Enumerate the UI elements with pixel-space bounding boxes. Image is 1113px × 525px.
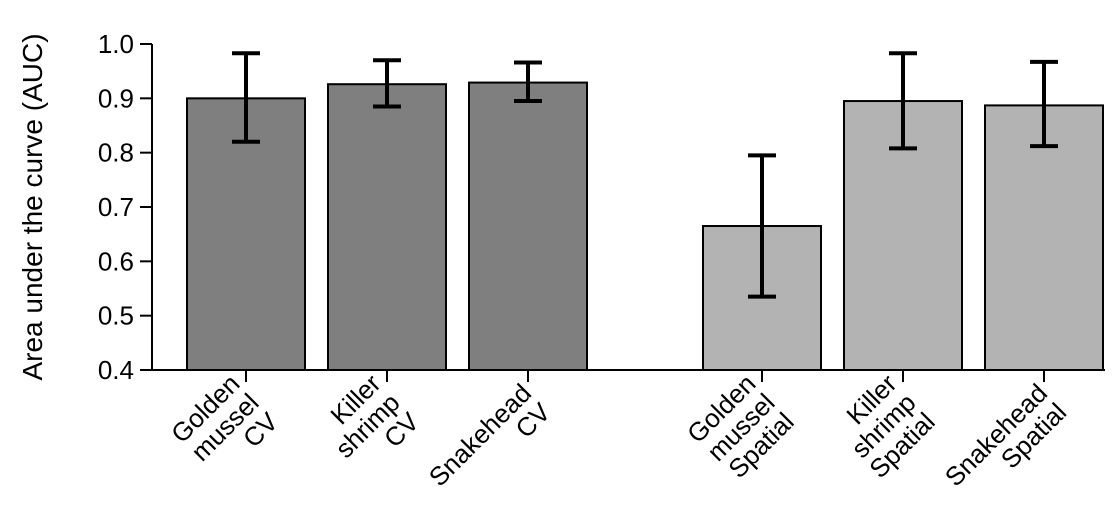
bar-1 xyxy=(327,83,447,371)
y-axis: 0.4 0.5 0.6 0.7 0.8 0.9 1.0 xyxy=(98,29,153,385)
x-tick-label-line: Snakehead xyxy=(423,378,537,492)
y-tick-label: 0.8 xyxy=(98,138,134,168)
bar-2 xyxy=(468,81,588,372)
y-tick-label: 0.9 xyxy=(98,83,134,113)
bar-5 xyxy=(984,104,1104,371)
y-tick-label: 0.6 xyxy=(98,246,134,276)
y-tick-label: 0.4 xyxy=(98,355,134,385)
y-tick-label: 1.0 xyxy=(98,29,134,59)
y-axis-title: Area under the curve (AUC) xyxy=(17,33,48,380)
y-tick-label: 0.5 xyxy=(98,301,134,331)
y-tick-label: 0.7 xyxy=(98,192,134,222)
bars xyxy=(186,51,1104,372)
